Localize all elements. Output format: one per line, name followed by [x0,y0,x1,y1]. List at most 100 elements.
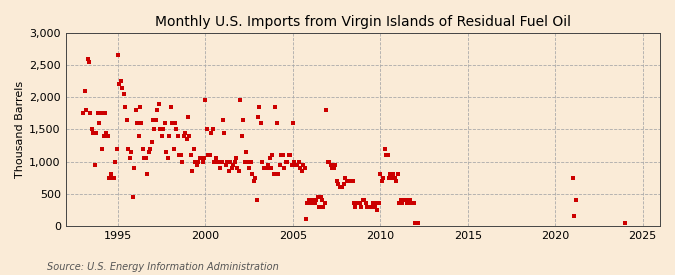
Point [385,172,396,177]
Point [369,204,380,209]
Point [178,134,189,138]
Point [123,147,134,151]
Point [180,130,190,135]
Point [171,127,182,132]
Point [132,121,142,125]
Point [124,156,135,161]
Point [314,204,325,209]
Point [190,160,200,164]
Point [378,175,389,180]
Point [401,201,412,206]
Point [349,201,360,206]
Point [323,160,333,164]
Point [241,150,252,154]
Point [372,208,383,212]
Point [167,121,178,125]
Point [174,153,185,157]
Point [254,105,265,109]
Point [95,111,106,116]
Point [281,160,292,164]
Point [169,121,180,125]
Point [146,140,157,144]
Point [103,134,113,138]
Point [82,56,93,61]
Point [105,172,116,177]
Point [81,108,92,112]
Point [196,156,207,161]
Point [177,160,188,164]
Point [364,204,375,209]
Point [136,121,146,125]
Point [270,105,281,109]
Point [275,163,286,167]
Point [114,82,125,87]
Point [288,121,298,125]
Point [328,166,339,170]
Point [165,105,176,109]
Point [346,179,356,183]
Point [245,160,256,164]
Point [232,166,243,170]
Point [368,201,379,206]
Point [238,118,249,122]
Text: Source: U.S. Energy Information Administration: Source: U.S. Energy Information Administ… [47,262,279,272]
Point [194,156,205,161]
Point [216,160,227,164]
Point [404,198,415,202]
Point [382,153,393,157]
Point [236,134,247,138]
Point [567,175,578,180]
Point [371,201,381,206]
Point [101,130,112,135]
Point [107,175,117,180]
Point [260,166,271,170]
Point [119,92,130,96]
Point [358,198,369,202]
Point [100,111,111,116]
Point [335,185,346,189]
Point [394,201,404,206]
Point [302,201,313,206]
Point [400,198,410,202]
Point [94,121,105,125]
Point [183,114,194,119]
Point [290,163,301,167]
Point [140,156,151,161]
Point [411,221,422,225]
Point [193,160,204,164]
Point [375,172,385,177]
Point [392,172,403,177]
Point [387,175,398,180]
Point [256,121,267,125]
Point [186,153,196,157]
Point [149,127,160,132]
Point [244,166,254,170]
Point [269,172,279,177]
Point [620,221,630,225]
Point [153,101,164,106]
Point [356,204,367,209]
Point [221,163,232,167]
Point [176,153,186,157]
Point [321,108,332,112]
Point [197,160,208,164]
Point [376,179,387,183]
Point [344,179,355,183]
Point [348,179,358,183]
Point [198,156,209,161]
Point [157,134,167,138]
Point [206,130,217,135]
Point [151,118,161,122]
Point [271,121,282,125]
Point [568,214,579,218]
Point [283,153,294,157]
Point [158,127,169,132]
Point [97,147,107,151]
Point [222,160,233,164]
Point [304,198,315,202]
Point [139,156,150,161]
Point [113,53,124,58]
Point [88,130,99,135]
Point [398,198,409,202]
Point [373,201,384,206]
